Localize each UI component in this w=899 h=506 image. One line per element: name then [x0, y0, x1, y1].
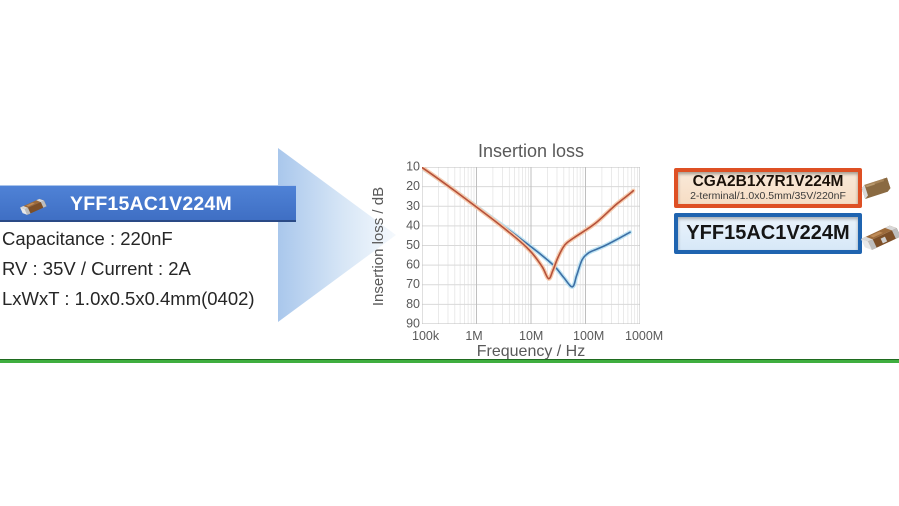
svg-text:30: 30: [406, 199, 420, 213]
svg-text:50: 50: [406, 238, 420, 252]
svg-text:80: 80: [406, 297, 420, 311]
svg-text:70: 70: [406, 277, 420, 291]
svg-text:10: 10: [406, 160, 420, 174]
svg-text:40: 40: [406, 218, 420, 232]
svg-text:60: 60: [406, 258, 420, 272]
svg-text:20: 20: [406, 179, 420, 193]
